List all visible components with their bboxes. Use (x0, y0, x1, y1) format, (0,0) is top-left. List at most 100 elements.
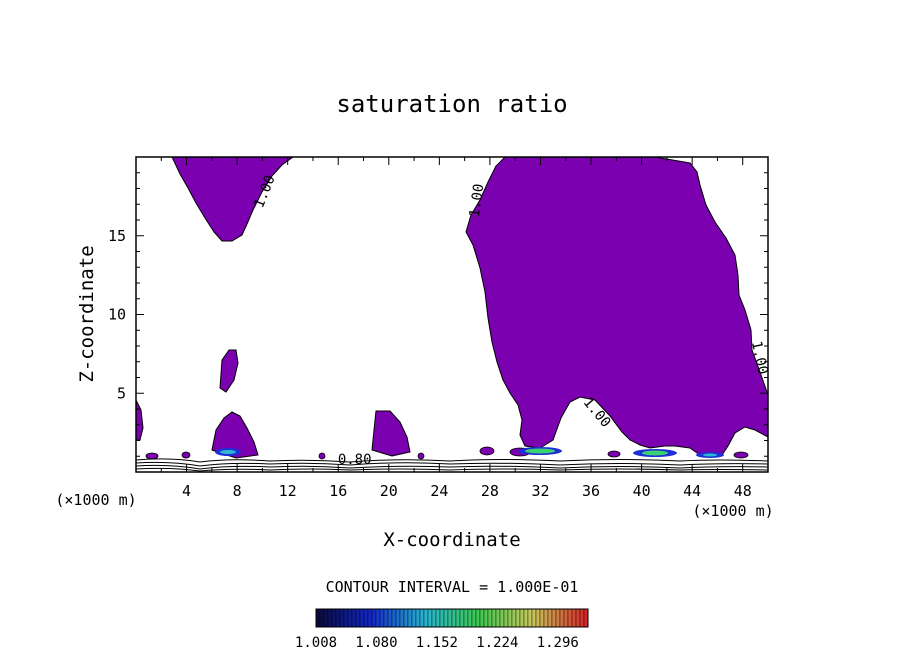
surface-isoline (136, 461, 768, 467)
colorbar-cell (323, 608, 329, 628)
colorbar-cell (319, 608, 325, 628)
colorbar-cell (555, 608, 561, 628)
colorbar-cell (371, 608, 377, 628)
colorbar-cell (567, 608, 573, 628)
colorbar-cell (379, 608, 385, 628)
x-tick-label: 28 (481, 482, 499, 500)
x-tick-label: 36 (582, 482, 600, 500)
colorbar-cell (535, 608, 541, 628)
colorbar-cell (499, 608, 505, 628)
colorbar-label: 1.080 (355, 635, 397, 651)
colorbar-cell (339, 608, 345, 628)
y-tick-label: 10 (108, 306, 126, 324)
supersaturated-region (171, 157, 294, 242)
contour-label: 1.00 (748, 340, 771, 376)
colorbar-frame (315, 608, 589, 628)
x-tick-label: 24 (430, 482, 448, 500)
colorbar-cell (575, 608, 581, 628)
colorbar-cell (347, 608, 353, 628)
surface-isoline (136, 467, 768, 472)
colorbar-label: 1.152 (416, 635, 458, 651)
colorbar-label: 1.008 (295, 635, 337, 651)
colorbar-cell (495, 608, 501, 628)
supersaturated-cell (417, 452, 425, 460)
chart-title: saturation ratio (336, 90, 567, 118)
contour-label: 1.00 (467, 183, 488, 219)
colorbar-cell (523, 608, 529, 628)
x-tick-label: 16 (329, 482, 347, 500)
x-tick-label: 12 (279, 482, 297, 500)
x-axis-title: X-coordinate (383, 529, 520, 551)
contour-fill-layer (136, 157, 768, 472)
colorbar-cell (491, 608, 497, 628)
colorbar-cell (443, 608, 449, 628)
supersaturated-cell (733, 451, 749, 459)
colorbar-cell (343, 608, 349, 628)
x-tick-label: 40 (633, 482, 651, 500)
colorbar-cell (507, 608, 513, 628)
colorbar-cell (479, 608, 485, 628)
x-unit-left: (×1000 m) (55, 491, 136, 509)
x-axis: 4 8 12 16 20 24 28 32 36 40 44 48 (160, 157, 752, 500)
y-axis-title: Z-coordinate (76, 245, 98, 382)
colorbar-cell (531, 608, 537, 628)
colorbar-cell (475, 608, 481, 628)
colorbar-cell (351, 608, 357, 628)
colorbar-cell (331, 608, 337, 628)
colorbar-cell (383, 608, 389, 628)
x-tick-label: 8 (233, 482, 242, 500)
colorbar-cell (551, 608, 557, 628)
colorbar-cell (427, 608, 433, 628)
colorbar-cell (407, 608, 413, 628)
surface-isoline (136, 464, 768, 470)
supersaturated-cell (145, 452, 159, 460)
colorbar-cell (519, 608, 525, 628)
colorbar-cell (431, 608, 437, 628)
colorbar-cell (403, 608, 409, 628)
x-tick-label: 48 (734, 482, 752, 500)
colorbar-label: 1.296 (537, 635, 579, 651)
colorbar-cell (463, 608, 469, 628)
colorbar-cell (367, 608, 373, 628)
supersaturated-cell (479, 446, 495, 456)
colorbar-cell (451, 608, 457, 628)
supersaturated-region (211, 411, 259, 459)
y-tick-label: 15 (108, 227, 126, 245)
colorbar-cell (467, 608, 473, 628)
contour-label: 0.80 (338, 452, 372, 468)
supersaturated-region (465, 157, 768, 456)
y-axis: 5 10 15 (108, 172, 768, 457)
supersaturated-region (371, 410, 411, 457)
colorbar-cell (579, 608, 585, 628)
contour-interval: CONTOUR INTERVAL = 1.000E-01 (326, 578, 579, 596)
surface-isoline (136, 458, 768, 463)
colorbar-cell (455, 608, 461, 628)
supersaturated-cell (318, 452, 326, 460)
colorbar-cell (411, 608, 417, 628)
colorbar-cell (483, 608, 489, 628)
colorbar-cell (363, 608, 369, 628)
colorbar-cell (399, 608, 405, 628)
colorbar-cell (415, 608, 421, 628)
colorbar-cell (391, 608, 397, 628)
high-saturation-band (642, 450, 668, 456)
colorbar-cell (395, 608, 401, 628)
colorbar-cell (359, 608, 365, 628)
colorbar-cell (527, 608, 533, 628)
x-tick-label: 20 (380, 482, 398, 500)
colorbar-cell (459, 608, 465, 628)
colorbar-cell (571, 608, 577, 628)
x-tick-label: 32 (531, 482, 549, 500)
colorbar-cell (315, 608, 321, 628)
colorbar-cell (563, 608, 569, 628)
colorbar-cell (539, 608, 545, 628)
high-saturation-band (703, 453, 717, 457)
x-tick-label: 4 (182, 482, 191, 500)
colorbar-cell (435, 608, 441, 628)
supersaturated-cell (181, 451, 191, 459)
high-saturation-band (525, 448, 555, 454)
colorbar-cell (547, 608, 553, 628)
colorbar-cell (423, 608, 429, 628)
colorbar-cell (543, 608, 549, 628)
supersaturated-cell (607, 450, 621, 458)
